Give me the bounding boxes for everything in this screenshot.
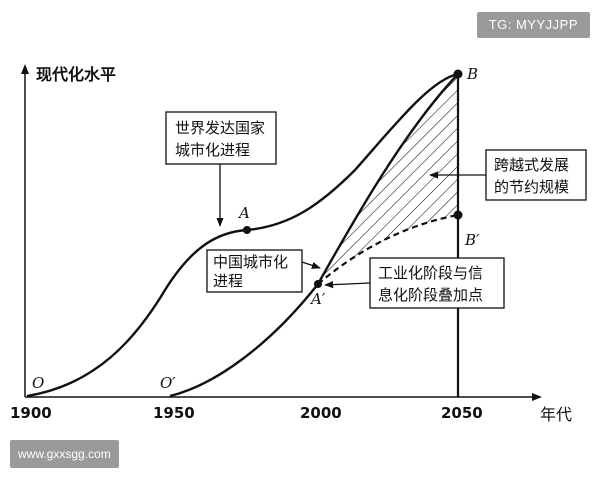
label-A: A <box>237 204 250 222</box>
point-A-prime <box>314 280 322 288</box>
point-B <box>453 69 463 79</box>
channel-watermark: TG: MYYJJPP <box>476 12 590 38</box>
x-tick-1950: 1950 <box>153 404 195 422</box>
china-curve <box>169 283 319 398</box>
point-B-prime <box>453 210 463 220</box>
label-B-prime: B′ <box>464 231 480 249</box>
x-axis-arrow <box>532 393 542 401</box>
developed-annotation-box <box>165 111 277 165</box>
leap-annotation-line1: 跨越式发展 <box>494 156 569 174</box>
x-tick-2050: 2050 <box>441 404 483 422</box>
site-watermark: www.gxxsgg.com <box>10 440 119 468</box>
developed-annotation-line1: 世界发达国家 <box>175 119 265 137</box>
y-axis-arrow <box>21 64 29 74</box>
label-O-prime: O′ <box>160 374 176 392</box>
leap-savings-region <box>318 74 458 284</box>
overlap-annotation-line2: 息化阶段叠加点 <box>378 286 483 304</box>
label-A-prime: A′ <box>309 290 326 308</box>
leap-annotation-box <box>485 149 587 201</box>
china-annotation-line1: 中国城市化 <box>213 253 288 271</box>
x-tick-2000: 2000 <box>300 404 342 422</box>
overlap-annotation-line1: 工业化阶段与信 <box>378 264 483 282</box>
leap-annotation-line2: 的节约规模 <box>494 178 569 196</box>
china-projected-curve <box>317 213 459 285</box>
china-annotation-arrow <box>301 261 321 269</box>
label-O: O <box>32 374 44 392</box>
y-axis-label: 现代化水平 <box>36 65 116 84</box>
developed-annotation-line2: 城市化进程 <box>175 141 250 159</box>
point-A <box>243 226 251 234</box>
china-annotation-line2: 进程 <box>213 272 243 290</box>
label-B: B <box>466 65 478 83</box>
china-annotation-box <box>206 249 303 293</box>
leap-upper-curve <box>316 73 459 285</box>
x-axis-label: 年代 <box>540 405 572 424</box>
x-tick-1900: 1900 <box>10 404 52 422</box>
overlap-annotation-arrow <box>324 280 371 289</box>
overlap-annotation-box <box>369 257 505 309</box>
